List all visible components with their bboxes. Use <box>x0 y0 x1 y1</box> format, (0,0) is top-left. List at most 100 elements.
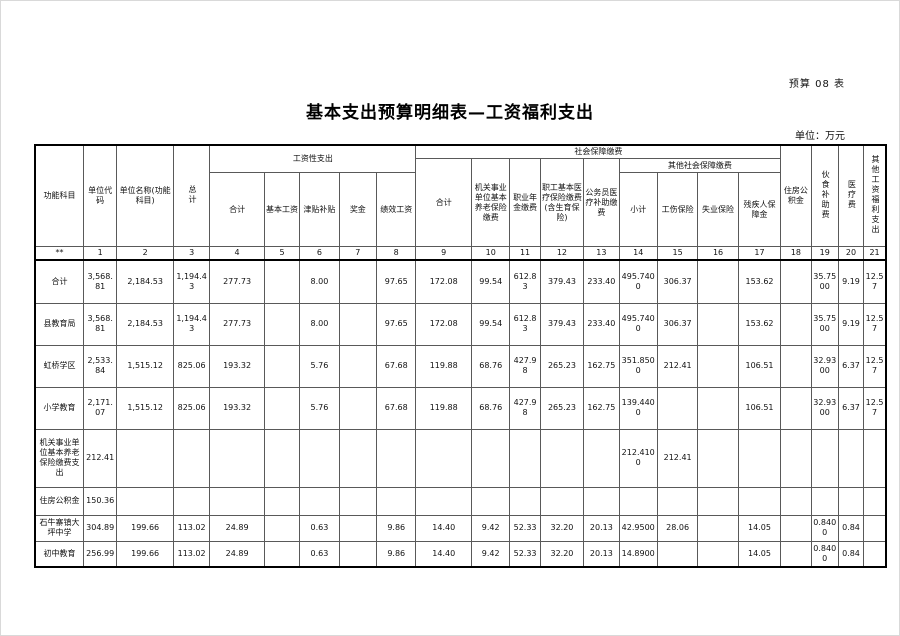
column-number-cell: 6 <box>299 246 340 261</box>
table-cell <box>116 486 174 516</box>
table-row: 住房公积金 150.36 <box>34 486 887 516</box>
table-cell: 20.13 <box>583 540 620 568</box>
table-cell: 9.19 <box>837 302 865 346</box>
table-cell <box>810 428 839 488</box>
table-cell: 495.7400 <box>618 302 658 346</box>
table-cell <box>338 514 378 542</box>
col-header-annuity: 职业年金缴费 <box>509 158 541 247</box>
row-label: 初中教育 <box>34 540 84 568</box>
table-cell: 0.63 <box>299 514 340 542</box>
table-cell: 68.76 <box>471 386 511 430</box>
table-cell <box>116 428 174 488</box>
col-header-disability-fund: 残疾人保障金 <box>737 172 782 247</box>
table-cell: 612.83 <box>509 259 541 304</box>
table-cell: 67.68 <box>375 386 417 430</box>
table-cell <box>172 428 211 488</box>
table-cell: 0.8400 <box>810 540 839 568</box>
table-cell: 3,568.81 <box>82 259 118 304</box>
table-cell: 99.54 <box>471 302 511 346</box>
table-cell <box>780 540 812 568</box>
table-cell: 139.4400 <box>618 386 658 430</box>
table-cell: 9.42 <box>471 514 511 542</box>
table-cell: 106.51 <box>737 344 782 388</box>
col-header-allowance: 津贴补贴 <box>299 172 340 247</box>
table-cell <box>471 486 511 516</box>
col-header-medical-insurance: 职工基本医疗保险缴费(含生育保险) <box>539 158 585 247</box>
table-cell: 379.43 <box>539 259 585 304</box>
table-cell <box>338 386 378 430</box>
table-cell: 52.33 <box>509 514 541 542</box>
table-cell: 1,515.12 <box>116 386 174 430</box>
table-cell: 12.57 <box>863 386 887 430</box>
table-cell <box>209 428 265 488</box>
table-cell <box>539 486 585 516</box>
table-cell: 14.05 <box>737 540 782 568</box>
col-header-perf-wage: 绩效工资 <box>375 172 417 247</box>
table-cell <box>810 486 839 516</box>
col-header-housing-fund: 住房公积金 <box>780 144 812 247</box>
column-number-cell: 8 <box>375 246 417 261</box>
table-row: 合计 3,568.81 2,184.53 1,194.43 277.73 8.00 97.6… <box>34 259 887 304</box>
table-cell: 265.23 <box>539 344 585 388</box>
table-cell: 24.89 <box>209 514 265 542</box>
table-cell: 199.66 <box>116 514 174 542</box>
col-header-bonus: 奖金 <box>338 172 378 247</box>
table-cell <box>299 486 340 516</box>
col-header-unit-name: 单位名称(功能科目) <box>116 144 174 247</box>
column-number-cell: 14 <box>618 246 658 261</box>
col-header-total: 总计 <box>172 144 211 247</box>
col-header-func: 功能科目 <box>34 144 84 247</box>
column-number-cell: 16 <box>697 246 739 261</box>
table-cell <box>338 302 378 346</box>
table-cell <box>780 344 812 388</box>
column-number-row: ** 1 2 3 4 5 6 7 8 9 10 11 12 13 14 15 16 17 18 19 20 21 <box>34 246 887 261</box>
table-cell: 0.84 <box>837 514 865 542</box>
unit-note: 单位：万元 <box>795 131 845 142</box>
table-cell <box>338 344 378 388</box>
table-cell: 5.76 <box>299 386 340 430</box>
table-cell <box>697 259 739 304</box>
table-cell: 193.32 <box>209 386 265 430</box>
table-cell: 199.66 <box>116 540 174 568</box>
table-cell: 495.7400 <box>618 259 658 304</box>
column-number-cell: 12 <box>539 246 585 261</box>
column-number-cell: 2 <box>116 246 174 261</box>
table-cell: 97.65 <box>375 302 417 346</box>
table-cell <box>780 302 812 346</box>
table-cell <box>263 514 301 542</box>
row-label: 县教育局 <box>34 302 84 346</box>
table-cell <box>338 486 378 516</box>
table-cell: 119.88 <box>415 344 473 388</box>
table-cell: 825.06 <box>172 386 211 430</box>
table-cell: 2,184.53 <box>116 259 174 304</box>
group-header-wage: 工资性支出 <box>209 144 417 173</box>
row-label: 虹桥学区 <box>34 344 84 388</box>
table-row: 石牛寨镇大坪中学 304.89 199.66 113.02 24.89 0.63 9.86 1… <box>34 514 887 542</box>
table-cell: 162.75 <box>583 344 620 388</box>
table-cell: 9.42 <box>471 540 511 568</box>
row-label: 小学教育 <box>34 386 84 430</box>
column-number-cell: 18 <box>780 246 812 261</box>
table-cell: 113.02 <box>172 540 211 568</box>
table-cell <box>656 386 699 430</box>
table-cell: 28.06 <box>656 514 699 542</box>
column-number-cell: 1 <box>82 246 118 261</box>
table-cell: 12.57 <box>863 302 887 346</box>
table-cell: 277.73 <box>209 259 265 304</box>
table-cell <box>697 302 739 346</box>
col-header-meal-subsidy: 伙食补助费 <box>810 144 839 247</box>
table-cell: 14.40 <box>415 540 473 568</box>
table-cell: 14.40 <box>415 514 473 542</box>
table-cell: 8.00 <box>299 259 340 304</box>
table-cell <box>863 514 887 542</box>
col-header-injury-insurance: 工伤保险 <box>656 172 699 247</box>
table-cell: 35.7500 <box>810 259 839 304</box>
col-header-base-wage: 基本工资 <box>263 172 301 247</box>
column-number-cell: 10 <box>471 246 511 261</box>
column-number-cell: 17 <box>737 246 782 261</box>
col-header-medical-fee: 医疗费 <box>837 144 865 247</box>
table-cell: 233.40 <box>583 259 620 304</box>
table-cell: 153.62 <box>737 259 782 304</box>
table-cell: 24.89 <box>209 540 265 568</box>
table-cell: 212.41 <box>656 344 699 388</box>
